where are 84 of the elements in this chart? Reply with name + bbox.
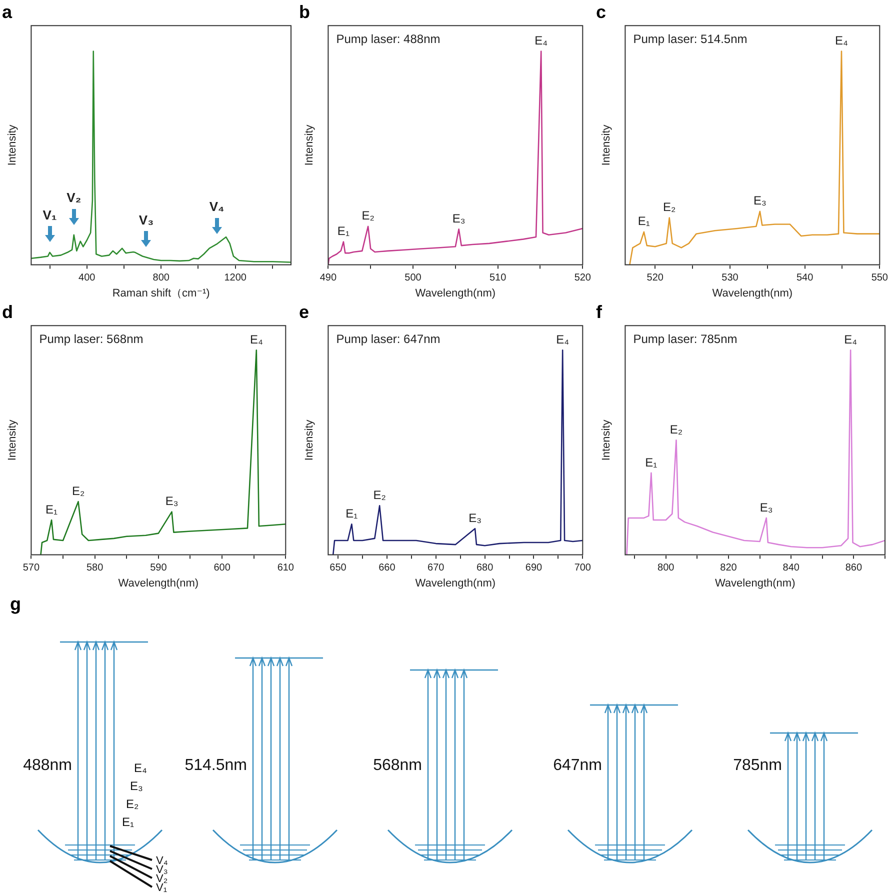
text: Pump laser: 647nm	[336, 332, 440, 346]
x-axis-title: Wavelength(nm)	[415, 287, 496, 300]
y-axis-title: Intensity	[600, 124, 613, 166]
x-tick-label: 500	[404, 272, 422, 284]
x-tick-label: 820	[720, 562, 738, 574]
y-axis-title: Intensity	[600, 419, 613, 461]
text: Pump laser: 785nm	[633, 332, 738, 346]
annotation: E₄	[844, 332, 858, 346]
y-axis-title: Intensity	[6, 419, 19, 461]
y-axis-title: Intensity	[304, 124, 316, 166]
annotation: E₁	[645, 455, 658, 470]
y-axis-title: Intensity	[6, 124, 19, 166]
annotation: E₁	[46, 502, 58, 516]
x-tick-label: 650	[330, 562, 347, 574]
x-tick-label: 600	[214, 562, 231, 574]
chart-title: f	[596, 302, 603, 322]
x-tick-label: 580	[86, 562, 104, 574]
category-label: 568nm	[373, 757, 422, 774]
annotation: E₁	[638, 214, 650, 228]
annotation: E₂	[72, 484, 85, 498]
x-tick-label: 840	[782, 562, 800, 574]
annotation: V₃	[138, 212, 154, 228]
text: Pump laser: 488nm	[336, 32, 440, 46]
text: Pump laser: 568nm	[39, 332, 144, 346]
x-tick-label: 660	[378, 562, 396, 574]
annotation: E₃	[753, 194, 766, 208]
x-tick-label: 530	[722, 272, 739, 284]
x-axis-title: Wavelength(nm)	[415, 577, 496, 590]
x-tick-label: 800	[658, 562, 675, 574]
x-tick-label: 690	[525, 562, 543, 574]
x-tick-label: 570	[22, 562, 40, 574]
annotation: V₄	[209, 199, 224, 214]
text: g	[10, 594, 21, 615]
text: E₃	[130, 779, 144, 793]
annotation: E₁	[337, 224, 350, 238]
text: E₂	[126, 797, 140, 811]
x-tick-label: 590	[150, 562, 168, 574]
y-axis-title: Intensity	[304, 419, 316, 461]
chart-title: c	[596, 2, 606, 22]
annotation: E₄	[835, 34, 848, 48]
annotation: E₃	[760, 500, 773, 514]
annotation: E₁	[346, 506, 358, 520]
x-tick-label: 800	[152, 272, 170, 284]
chart-title: d	[2, 302, 13, 322]
annotation: E₃	[165, 494, 178, 508]
chart-title: b	[299, 2, 310, 22]
text: E₄	[134, 761, 148, 775]
category-label: 785nm	[733, 757, 782, 774]
annotation: E₃	[468, 510, 482, 525]
chart-title: a	[2, 2, 13, 22]
x-tick-label: 610	[277, 562, 294, 574]
x-axis-title: Wavelength(nm)	[118, 577, 199, 590]
x-tick-label: 1200	[224, 272, 247, 284]
annotation: V₂	[66, 190, 82, 205]
annotation: E₂	[670, 422, 683, 437]
x-tick-label: 520	[574, 272, 592, 284]
x-tick-label: 490	[320, 272, 337, 284]
x-tick-label: 540	[796, 272, 814, 284]
category-label: 647nm	[553, 757, 602, 774]
annotation: E₃	[452, 211, 466, 226]
annotation: E₂	[373, 488, 386, 502]
annotation: E₄	[250, 332, 263, 346]
x-tick-label: 700	[574, 562, 592, 574]
x-axis-title: Wavelength(nm)	[712, 287, 793, 300]
text: Pump laser: 514.5nm	[633, 32, 748, 46]
x-tick-label: 550	[871, 272, 888, 284]
annotation: E₂	[362, 208, 375, 223]
text: E₁	[122, 815, 134, 829]
annotation: V₁	[42, 207, 57, 222]
x-tick-label: 860	[845, 562, 862, 574]
x-tick-label: 520	[646, 272, 664, 284]
x-tick-label: 670	[428, 562, 445, 574]
annotation: E₄	[556, 332, 570, 346]
category-label: 488nm	[23, 757, 72, 774]
category-label: 514.5nm	[184, 757, 247, 774]
chart-title: e	[299, 302, 310, 322]
x-axis-title: Raman shift（cm⁻¹)	[112, 287, 210, 300]
annotation: E₂	[663, 200, 676, 214]
annotation: E₄	[534, 34, 548, 48]
x-tick-label: 510	[489, 272, 507, 284]
x-tick-label: 680	[476, 562, 494, 574]
x-tick-label: 400	[78, 272, 96, 284]
text: V₁	[156, 882, 168, 894]
x-axis-title: Wavelength(nm)	[714, 577, 796, 590]
